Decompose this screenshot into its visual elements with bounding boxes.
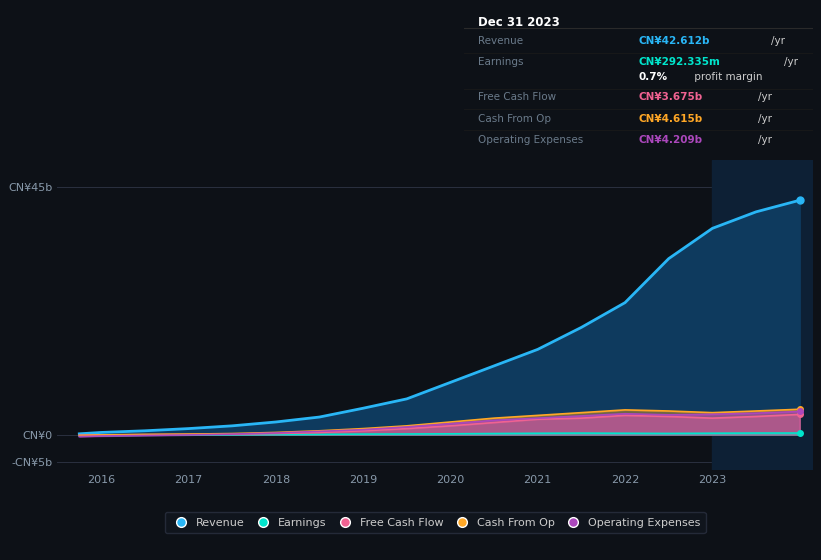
Text: CN¥292.335m: CN¥292.335m <box>639 57 720 67</box>
Text: Revenue: Revenue <box>478 36 523 46</box>
Text: /yr: /yr <box>771 36 785 46</box>
Text: Earnings: Earnings <box>478 57 523 67</box>
Text: Free Cash Flow: Free Cash Flow <box>478 92 556 102</box>
Text: /yr: /yr <box>784 57 798 67</box>
Text: Operating Expenses: Operating Expenses <box>478 136 583 146</box>
Text: /yr: /yr <box>758 136 772 146</box>
Text: CN¥4.615b: CN¥4.615b <box>639 114 703 124</box>
Text: CN¥42.612b: CN¥42.612b <box>639 36 710 46</box>
Text: Dec 31 2023: Dec 31 2023 <box>478 16 560 29</box>
Text: CN¥4.209b: CN¥4.209b <box>639 136 703 146</box>
Text: CN¥3.675b: CN¥3.675b <box>639 92 703 102</box>
Text: profit margin: profit margin <box>691 72 763 82</box>
Text: Cash From Op: Cash From Op <box>478 114 551 124</box>
Bar <box>713 160 813 470</box>
Text: /yr: /yr <box>758 92 772 102</box>
Legend: Revenue, Earnings, Free Cash Flow, Cash From Op, Operating Expenses: Revenue, Earnings, Free Cash Flow, Cash … <box>164 512 706 533</box>
Text: 0.7%: 0.7% <box>639 72 667 82</box>
Text: /yr: /yr <box>758 114 772 124</box>
